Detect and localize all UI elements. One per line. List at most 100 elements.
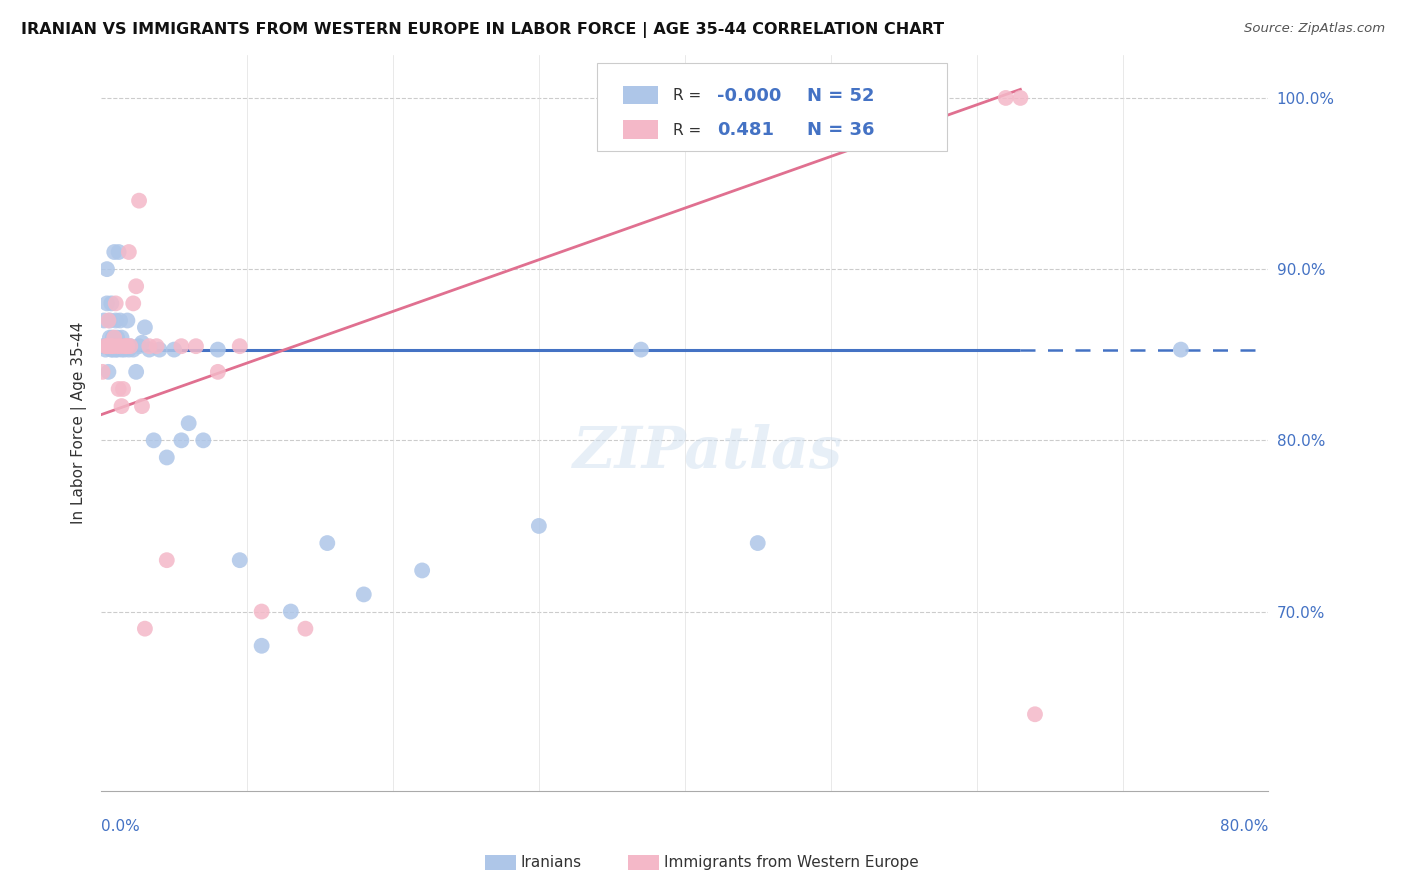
Point: [1024, 707, 1046, 722]
Text: N = 36: N = 36: [807, 121, 875, 139]
Point: [193, 434, 215, 448]
Point: [207, 343, 229, 357]
Point: [294, 622, 316, 636]
Point: [630, 343, 652, 357]
Point: [104, 313, 127, 327]
Text: Immigrants from Western Europe: Immigrants from Western Europe: [664, 855, 918, 870]
Point: [131, 335, 153, 350]
Point: [316, 536, 339, 550]
Point: [107, 245, 129, 260]
Text: 0.0%: 0.0%: [101, 819, 139, 834]
Point: [747, 536, 769, 550]
Point: [131, 399, 153, 413]
Point: [229, 553, 252, 567]
Point: [117, 339, 139, 353]
Point: [110, 343, 132, 357]
Text: N = 52: N = 52: [807, 87, 875, 104]
Point: [156, 553, 179, 567]
FancyBboxPatch shape: [623, 86, 658, 104]
Point: [156, 450, 179, 465]
Point: [103, 330, 125, 344]
Point: [94, 343, 117, 357]
Point: [1010, 91, 1032, 105]
Point: [100, 339, 122, 353]
Y-axis label: In Labor Force | Age 35-44: In Labor Force | Age 35-44: [72, 322, 87, 524]
Point: [105, 330, 128, 344]
Point: [125, 365, 148, 379]
Point: [118, 343, 141, 357]
Point: [118, 245, 141, 260]
Point: [145, 339, 167, 353]
Point: [114, 339, 136, 353]
Point: [104, 296, 127, 310]
Point: [163, 343, 186, 357]
FancyBboxPatch shape: [623, 120, 658, 139]
Point: [177, 416, 200, 430]
Point: [138, 339, 160, 353]
FancyBboxPatch shape: [598, 62, 948, 151]
Point: [994, 91, 1017, 105]
Text: R =: R =: [673, 123, 706, 137]
Point: [170, 434, 193, 448]
Point: [101, 330, 124, 344]
Point: [115, 339, 138, 353]
Point: [108, 313, 131, 327]
Point: [411, 564, 433, 578]
Point: [101, 343, 124, 357]
Point: [97, 365, 120, 379]
Point: [134, 320, 156, 334]
Point: [229, 339, 252, 353]
Point: [91, 365, 114, 379]
Point: [104, 343, 127, 357]
Text: -0.000: -0.000: [717, 87, 782, 104]
Point: [100, 343, 122, 357]
Point: [94, 339, 117, 353]
Point: [96, 339, 118, 353]
Text: 80.0%: 80.0%: [1220, 819, 1268, 834]
Point: [134, 622, 156, 636]
Point: [111, 382, 134, 396]
Point: [527, 519, 550, 533]
Point: [110, 330, 132, 344]
Text: ZIPatlas: ZIPatlas: [574, 425, 844, 481]
Point: [103, 339, 125, 353]
Point: [98, 339, 121, 353]
Point: [122, 343, 145, 357]
Point: [120, 339, 142, 353]
Point: [1170, 343, 1192, 357]
Point: [93, 313, 115, 327]
Point: [96, 262, 118, 277]
Point: [122, 296, 145, 310]
Point: [138, 343, 160, 357]
Point: [98, 330, 121, 344]
Point: [103, 245, 125, 260]
Point: [142, 434, 165, 448]
Point: [114, 343, 136, 357]
Point: [148, 343, 170, 357]
Point: [100, 296, 122, 310]
Point: [97, 313, 120, 327]
Point: [97, 339, 120, 353]
Point: [107, 382, 129, 396]
Point: [120, 339, 142, 353]
Point: [207, 365, 229, 379]
Point: [250, 639, 273, 653]
Point: [353, 587, 375, 601]
Text: IRANIAN VS IMMIGRANTS FROM WESTERN EUROPE IN LABOR FORCE | AGE 35-44 CORRELATION: IRANIAN VS IMMIGRANTS FROM WESTERN EUROP…: [21, 22, 945, 38]
Text: Source: ZipAtlas.com: Source: ZipAtlas.com: [1244, 22, 1385, 36]
Point: [111, 339, 134, 353]
Point: [101, 339, 124, 353]
Point: [108, 339, 131, 353]
Point: [125, 279, 148, 293]
Point: [128, 194, 150, 208]
Point: [98, 313, 121, 327]
Point: [117, 313, 139, 327]
Point: [105, 343, 128, 357]
Text: Iranians: Iranians: [520, 855, 581, 870]
Point: [250, 605, 273, 619]
Point: [280, 605, 302, 619]
Point: [110, 399, 132, 413]
Point: [170, 339, 193, 353]
Point: [105, 339, 128, 353]
Point: [91, 339, 114, 353]
